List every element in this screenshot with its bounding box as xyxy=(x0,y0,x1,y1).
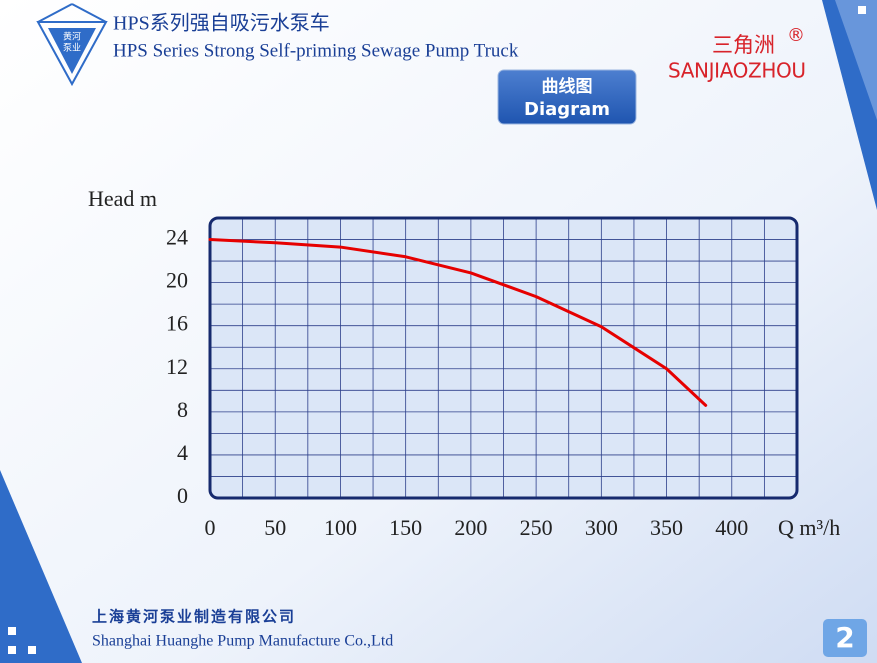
y-tick-label: 12 xyxy=(166,354,188,379)
square-decoration xyxy=(8,646,16,654)
corner-decoration xyxy=(0,470,82,663)
corner-decoration xyxy=(835,0,877,120)
y-tick-label: 20 xyxy=(166,268,188,293)
y-tick-label: 24 xyxy=(166,225,188,250)
page-number: 2 xyxy=(835,621,854,654)
company-en: Shanghai Huanghe Pump Manufacture Co.,Lt… xyxy=(92,633,393,650)
brand-cn: 三角洲 xyxy=(712,33,775,57)
square-decoration xyxy=(858,6,866,14)
curve xyxy=(208,238,708,407)
brand-mark: ® xyxy=(787,25,805,46)
x-tick-label: 150 xyxy=(389,515,422,540)
x-tick-label: 0 xyxy=(205,515,216,540)
badge-cn: 曲线图 xyxy=(542,76,593,97)
x-tick-label: 50 xyxy=(264,515,286,540)
logo-text: 泵业 xyxy=(63,43,81,54)
title-cn: HPS系列强自吸污水泵车 xyxy=(113,12,330,35)
y-tick-label: 16 xyxy=(166,311,188,336)
x-tick-label: 300 xyxy=(585,515,618,540)
x-tick-label: 100 xyxy=(324,515,357,540)
logo: 黄河 泵业 xyxy=(36,3,108,87)
x-tick-label: 350 xyxy=(650,515,683,540)
company-cn: 上海黄河泵业制造有限公司 xyxy=(92,608,296,626)
plot-frame xyxy=(208,216,799,500)
chart: 0 4 8 12 16 20 24 0 50 100 150 200 250 300 350 400 Head … xyxy=(88,186,840,540)
diagram-badge xyxy=(497,69,637,125)
x-tick-label: 400 xyxy=(715,515,748,540)
y-tick-label: 0 xyxy=(177,483,188,508)
x-tick-label: 200 xyxy=(454,515,487,540)
y-tick-label: 4 xyxy=(177,440,188,465)
brand-latin: SANJIAOZHOU xyxy=(668,59,806,83)
x-axis-label: Q m³/h xyxy=(778,515,840,540)
y-tick-label: 8 xyxy=(177,397,188,422)
page-badge xyxy=(823,619,867,657)
title-en: HPS Series Strong Self-priming Sewage Pu… xyxy=(113,40,519,61)
x-tick-label: 250 xyxy=(520,515,553,540)
square-decoration xyxy=(8,627,16,635)
logo-text: 黄河 xyxy=(63,31,81,43)
badge-en: Diagram xyxy=(524,99,610,120)
square-decoration xyxy=(28,646,36,654)
y-axis-label: Head m xyxy=(88,186,157,211)
